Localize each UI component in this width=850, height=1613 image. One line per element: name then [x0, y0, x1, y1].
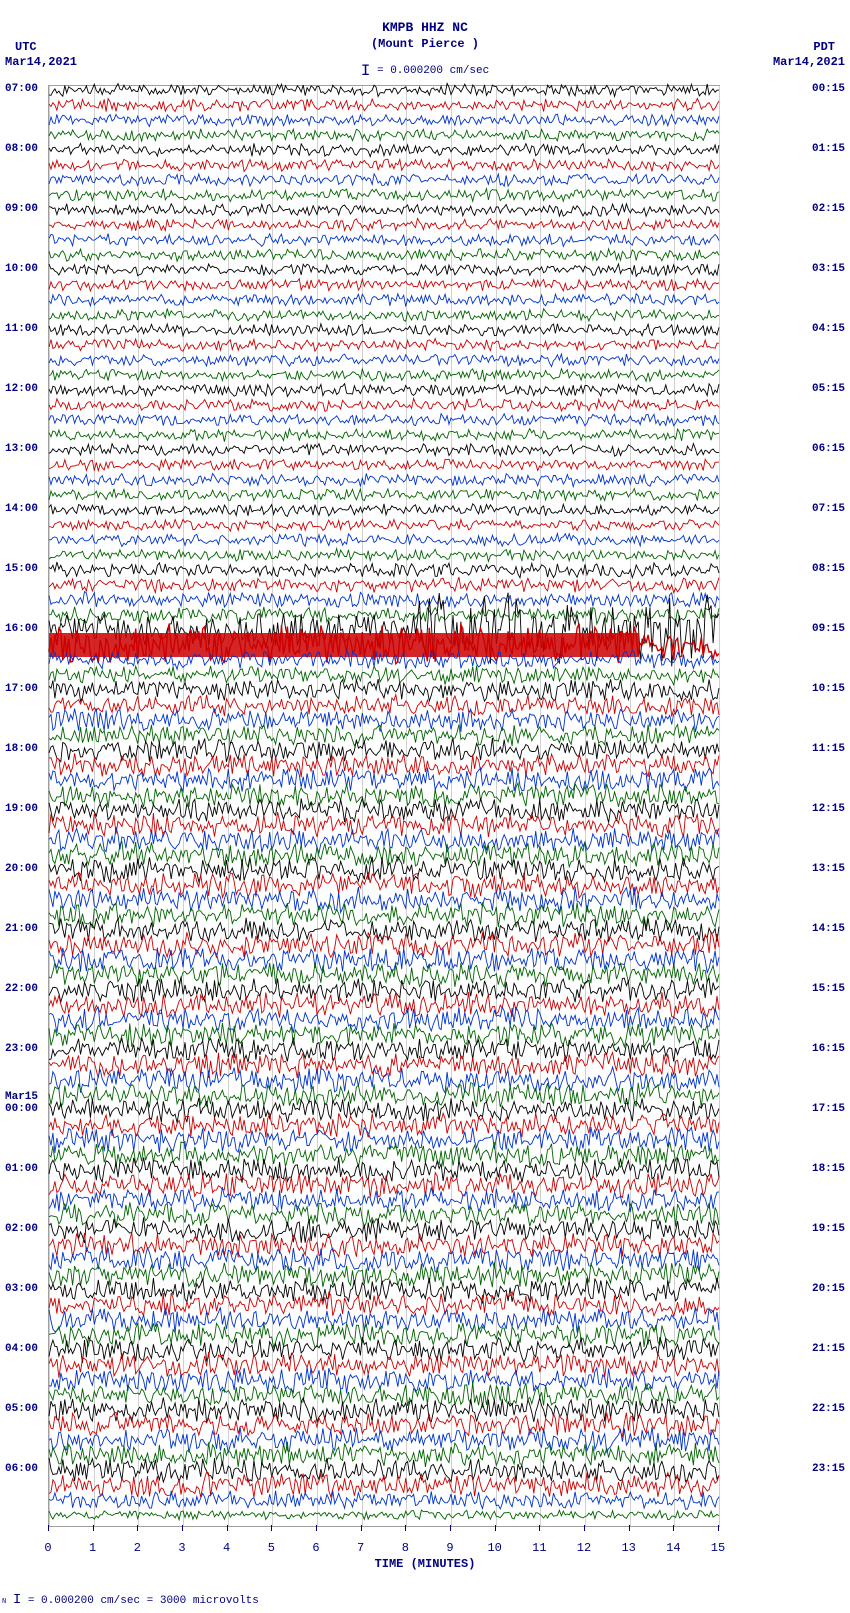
utc-hour-label: 06:00 [5, 1463, 38, 1475]
date-left: Mar14,2021 [5, 55, 77, 69]
x-tick-label: 13 [621, 1541, 635, 1555]
x-tick-label: 8 [402, 1541, 409, 1555]
utc-hour-label: 18:00 [5, 743, 38, 755]
pdt-hour-label: 05:15 [812, 383, 845, 395]
x-tick-label: 9 [446, 1541, 453, 1555]
utc-hour-label: 15:00 [5, 563, 38, 575]
x-tick-label: 4 [223, 1541, 230, 1555]
date-right: Mar14,2021 [773, 55, 845, 69]
pdt-hour-label: 13:15 [812, 863, 845, 875]
tz-right: PDT [813, 40, 835, 54]
station-code: KMPB HHZ NC [0, 20, 850, 37]
utc-hour-label: 00:00 [5, 1103, 38, 1115]
pdt-hour-label: 23:15 [812, 1463, 845, 1475]
pdt-hour-label: 22:15 [812, 1403, 845, 1415]
pdt-hour-label: 15:15 [812, 983, 845, 995]
trace-row [49, 1500, 719, 1530]
utc-hour-label: 22:00 [5, 983, 38, 995]
utc-hour-label: 02:00 [5, 1223, 38, 1235]
utc-hour-label: 10:00 [5, 263, 38, 275]
pdt-hour-label: 04:15 [812, 323, 845, 335]
pdt-hour-label: 11:15 [812, 743, 845, 755]
utc-hour-label: 09:00 [5, 203, 38, 215]
utc-hour-label: 16:00 [5, 623, 38, 635]
pdt-hour-label: 10:15 [812, 683, 845, 695]
x-tick-label: 1 [89, 1541, 96, 1555]
pdt-hour-label: 01:15 [812, 143, 845, 155]
tz-left: UTC [15, 40, 37, 54]
station-name: (Mount Pierce ) [0, 37, 850, 53]
utc-hour-label: 04:00 [5, 1343, 38, 1355]
utc-hour-label: 07:00 [5, 83, 38, 95]
pdt-hour-label: 21:15 [812, 1343, 845, 1355]
x-tick-label: 12 [577, 1541, 591, 1555]
utc-hour-label: 08:00 [5, 143, 38, 155]
utc-hour-label: 19:00 [5, 803, 38, 815]
x-tick-label: 7 [357, 1541, 364, 1555]
x-tick-label: 14 [666, 1541, 680, 1555]
x-tick-label: 10 [487, 1541, 501, 1555]
utc-hour-label: 13:00 [5, 443, 38, 455]
pdt-hour-label: 09:15 [812, 623, 845, 635]
pdt-hour-label: 12:15 [812, 803, 845, 815]
pdt-hour-label: 19:15 [812, 1223, 845, 1235]
pdt-hour-label: 08:15 [812, 563, 845, 575]
utc-hour-label: 11:00 [5, 323, 38, 335]
utc-hour-label: 03:00 [5, 1283, 38, 1295]
x-tick-label: 11 [532, 1541, 546, 1555]
x-tick-label: 15 [711, 1541, 725, 1555]
pdt-hour-label: 18:15 [812, 1163, 845, 1175]
x-tick-label: 3 [178, 1541, 185, 1555]
x-tick-label: 2 [134, 1541, 141, 1555]
utc-hour-label: 20:00 [5, 863, 38, 875]
footer-scale: N I = 0.000200 cm/sec = 3000 microvolts [2, 1592, 259, 1608]
pdt-hour-label: 07:15 [812, 503, 845, 515]
utc-hour-label: 12:00 [5, 383, 38, 395]
pdt-hour-label: 17:15 [812, 1103, 845, 1115]
pdt-hour-label: 00:15 [812, 83, 845, 95]
x-axis-label: TIME (MINUTES) [0, 1557, 850, 1571]
utc-hour-label: 21:00 [5, 923, 38, 935]
pdt-hour-label: 20:15 [812, 1283, 845, 1295]
utc-hour-label: 14:00 [5, 503, 38, 515]
pdt-hour-label: 14:15 [812, 923, 845, 935]
plot-area [48, 85, 720, 1527]
x-tick-label: 0 [44, 1541, 51, 1555]
header-block: KMPB HHZ NC (Mount Pierce ) [0, 20, 850, 52]
pdt-hour-label: 03:15 [812, 263, 845, 275]
x-tick-label: 5 [268, 1541, 275, 1555]
utc-hour-label: 05:00 [5, 1403, 38, 1415]
seismogram-container: KMPB HHZ NC (Mount Pierce ) I = 0.000200… [0, 0, 850, 1613]
pdt-hour-label: 02:15 [812, 203, 845, 215]
utc-hour-label: 01:00 [5, 1163, 38, 1175]
utc-hour-label: 17:00 [5, 683, 38, 695]
pdt-hour-label: 06:15 [812, 443, 845, 455]
pdt-hour-label: 16:15 [812, 1043, 845, 1055]
left-date-label: Mar15 [5, 1091, 38, 1103]
x-tick-label: 6 [312, 1541, 319, 1555]
utc-hour-label: 23:00 [5, 1043, 38, 1055]
